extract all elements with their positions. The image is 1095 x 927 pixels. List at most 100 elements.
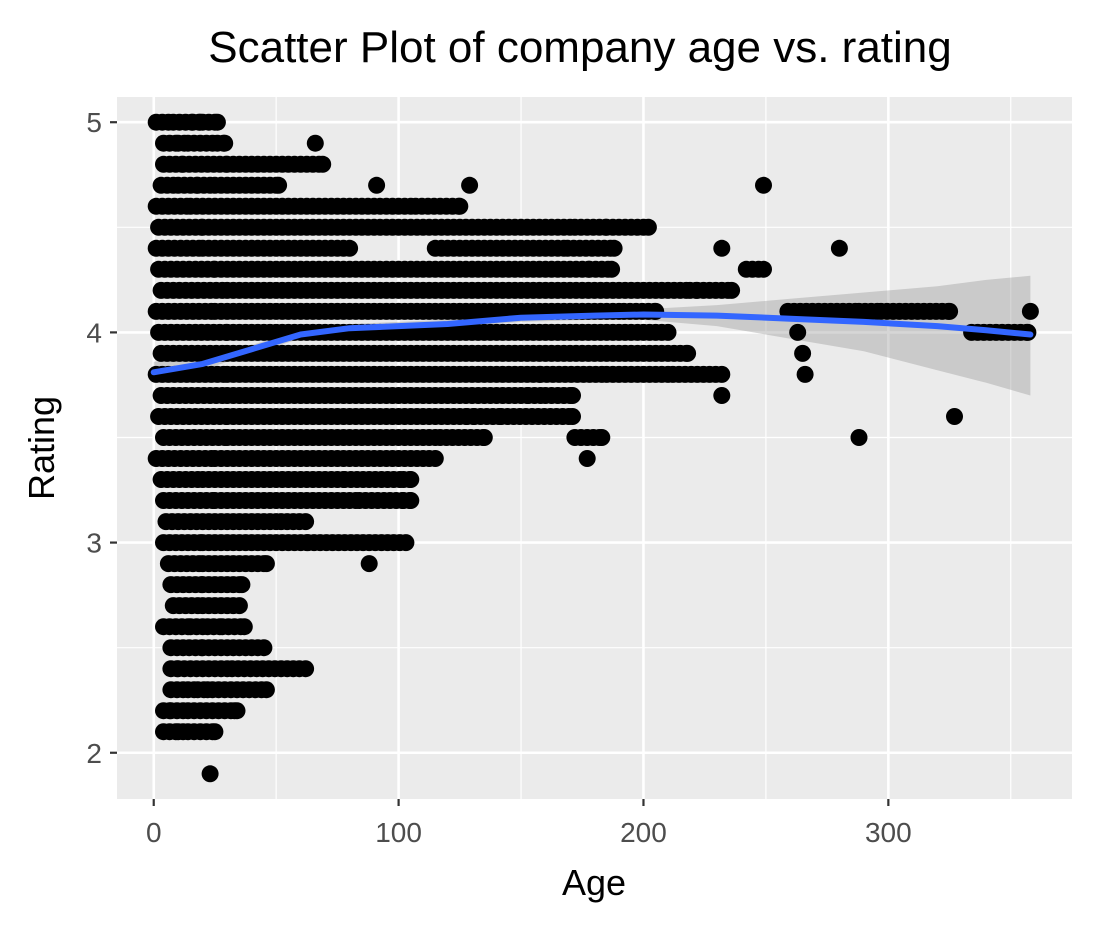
data-point bbox=[750, 260, 768, 278]
data-point bbox=[273, 471, 291, 488]
data-point bbox=[168, 639, 186, 657]
data-point bbox=[368, 176, 386, 194]
data-point bbox=[494, 302, 512, 320]
data-point bbox=[713, 387, 731, 404]
data-point bbox=[290, 513, 308, 531]
data-point bbox=[267, 176, 285, 194]
data-point bbox=[461, 176, 479, 194]
y-tick-label: 2 bbox=[86, 738, 102, 769]
smooth-fit-line bbox=[150, 311, 1034, 376]
data-point bbox=[310, 450, 328, 467]
data-point bbox=[401, 471, 419, 488]
x-axis: 0 100 200 300 bbox=[146, 799, 912, 848]
data-point bbox=[335, 218, 352, 236]
data-point bbox=[599, 260, 617, 278]
chart-title: Scatter Plot of company age vs. rating bbox=[208, 23, 952, 72]
data-point bbox=[273, 302, 291, 320]
data-point bbox=[237, 155, 255, 173]
data-point bbox=[261, 450, 279, 467]
data-point bbox=[481, 239, 499, 257]
data-point bbox=[359, 429, 377, 446]
data-point bbox=[222, 702, 240, 720]
data-point bbox=[290, 660, 308, 678]
x-tick-label: 200 bbox=[620, 817, 667, 848]
data-point bbox=[1021, 302, 1039, 320]
data-point bbox=[359, 408, 377, 425]
data-point bbox=[330, 534, 348, 552]
data-point bbox=[604, 344, 622, 362]
data-point bbox=[347, 260, 365, 278]
data-point bbox=[167, 723, 185, 741]
data-point bbox=[286, 429, 303, 446]
data-point bbox=[494, 387, 512, 404]
data-point bbox=[396, 218, 414, 236]
data-point bbox=[286, 281, 303, 299]
data-point bbox=[604, 365, 622, 383]
data-point bbox=[195, 681, 213, 699]
data-point bbox=[347, 302, 365, 320]
data-point bbox=[575, 365, 592, 383]
data-point bbox=[420, 408, 438, 425]
data-point bbox=[481, 260, 499, 278]
data-point bbox=[204, 723, 221, 741]
data-point bbox=[408, 260, 426, 278]
data-point bbox=[433, 281, 450, 299]
data-point bbox=[306, 134, 324, 152]
y-tick-label: 4 bbox=[86, 317, 102, 348]
data-point bbox=[850, 429, 868, 446]
data-point bbox=[359, 344, 377, 362]
data-point bbox=[224, 534, 242, 552]
data-point bbox=[359, 387, 377, 404]
data-point bbox=[232, 618, 250, 636]
data-point bbox=[653, 281, 671, 299]
data-point bbox=[286, 492, 303, 509]
data-point bbox=[384, 450, 401, 467]
data-point bbox=[550, 365, 568, 383]
data-point bbox=[755, 176, 772, 194]
data-point bbox=[401, 492, 419, 509]
data-point bbox=[433, 387, 450, 404]
data-point bbox=[450, 197, 468, 215]
y-axis: 2 3 4 5 bbox=[86, 107, 117, 769]
data-point bbox=[578, 450, 596, 467]
data-point bbox=[567, 344, 585, 362]
data-point bbox=[494, 365, 512, 383]
data-point bbox=[310, 155, 328, 173]
data-point bbox=[200, 597, 218, 615]
data-point bbox=[616, 218, 634, 236]
data-point bbox=[604, 281, 622, 299]
data-point bbox=[212, 197, 230, 215]
x-tick-label: 100 bbox=[375, 817, 422, 848]
data-point bbox=[335, 239, 352, 257]
data-point bbox=[359, 197, 377, 215]
data-point bbox=[506, 323, 524, 341]
data-point bbox=[433, 323, 450, 341]
data-point bbox=[518, 239, 536, 257]
data-point bbox=[530, 260, 548, 278]
data-point bbox=[255, 555, 273, 573]
data-point bbox=[286, 387, 303, 404]
x-tick-label: 0 bbox=[146, 817, 162, 848]
data-point bbox=[433, 218, 450, 236]
data-point bbox=[286, 408, 303, 425]
data-point bbox=[794, 344, 812, 362]
data-point bbox=[616, 323, 634, 341]
data-point bbox=[273, 260, 291, 278]
data-point bbox=[635, 218, 652, 236]
data-point bbox=[560, 408, 578, 425]
data-point bbox=[261, 218, 279, 236]
data-point bbox=[420, 302, 438, 320]
data-point bbox=[939, 302, 957, 320]
data-point bbox=[561, 387, 579, 404]
data-point bbox=[713, 239, 731, 257]
data-point bbox=[230, 576, 248, 594]
data-point bbox=[200, 513, 218, 531]
data-point bbox=[206, 113, 224, 131]
data-point bbox=[506, 281, 524, 299]
x-tick-label: 300 bbox=[865, 817, 912, 848]
data-point bbox=[677, 344, 695, 362]
x-axis-title: Age bbox=[562, 862, 626, 903]
y-tick-label: 5 bbox=[86, 107, 102, 138]
data-point bbox=[359, 281, 377, 299]
